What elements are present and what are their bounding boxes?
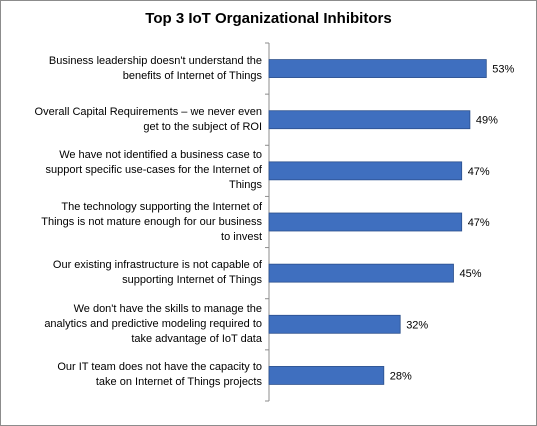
data-label: 47% [468, 166, 490, 178]
category-label-line: get to the subject of ROI [143, 120, 262, 133]
data-label: 45% [460, 268, 482, 280]
category-label: The technology supporting the Internet o… [9, 200, 262, 245]
category-label-line: take on Internet of Things projects [95, 376, 262, 389]
category-label-line: supporting Internet of Things [122, 274, 262, 287]
category-label-line: Our IT team does not have the capacity t… [57, 361, 262, 374]
category-label-line: to invest [221, 230, 262, 243]
category-label: Overall Capital Requirements – we never … [9, 105, 262, 135]
chart-title: Top 3 IoT Organizational Inhibitors [145, 10, 392, 27]
category-label-line: The technology supporting the Internet o… [61, 200, 262, 213]
category-label: We don't have the skills to manage the an… [9, 302, 262, 347]
data-label: 47% [468, 217, 490, 229]
bar [268, 263, 454, 283]
bar [268, 314, 401, 334]
category-label-line: benefits of Internet of Things [122, 69, 262, 82]
category-label-line: support specific use-cases for the Inter… [45, 164, 262, 177]
category-label-line: We have not identified a business case t… [59, 149, 262, 162]
bar [268, 59, 487, 78]
category-label-line: Our existing infrastructure is not capab… [52, 259, 262, 272]
data-label: 28% [390, 370, 412, 382]
category-label-line: analytics and predictive modeling requir… [44, 317, 262, 330]
category-label: Our existing infrastructure is not capab… [9, 258, 262, 288]
data-label: 53% [492, 64, 514, 76]
bar [268, 110, 471, 130]
category-label-line: Things is not mature enough for our busi… [41, 215, 262, 228]
bar [268, 212, 463, 232]
category-label-line: Business leadership doesn't understand t… [48, 54, 262, 67]
category-label: Our IT team does not have the capacity t… [9, 360, 262, 390]
bar [268, 161, 463, 181]
category-label-line: Overall Capital Requirements – we never … [34, 105, 262, 118]
category-label-line: Things [228, 179, 262, 192]
category-label: We have not identified a business case t… [9, 148, 262, 193]
category-label-line: We don't have the skills to manage the [73, 302, 262, 315]
category-label-line: take advantage of IoT data [131, 332, 262, 345]
category-label: Business leadership doesn't understand t… [9, 54, 262, 84]
data-label: 32% [406, 319, 428, 331]
bar [268, 366, 385, 385]
data-label: 49% [476, 115, 498, 127]
